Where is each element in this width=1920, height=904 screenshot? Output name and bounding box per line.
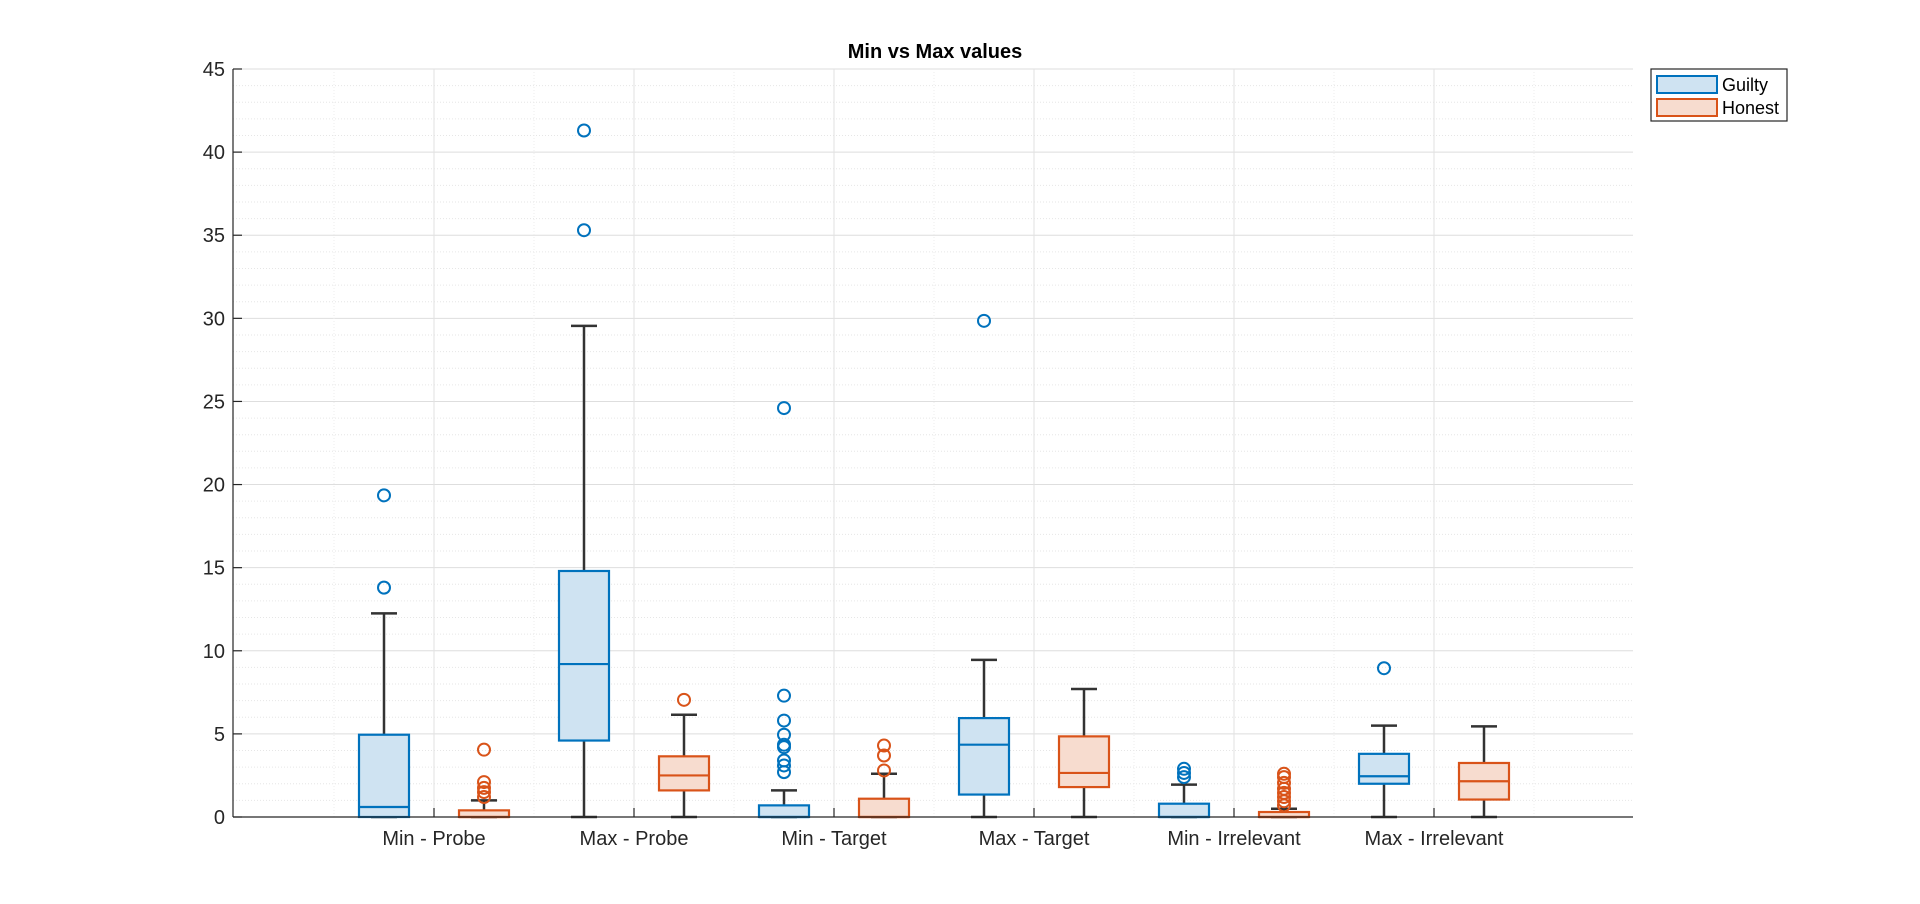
outlier-point — [477, 775, 491, 790]
outlier-point — [777, 713, 791, 728]
outlier-point — [1377, 661, 1391, 676]
box-iqr — [357, 733, 411, 819]
outlier-point — [877, 763, 891, 778]
box-honest-5 — [1457, 725, 1511, 819]
grid-layer — [233, 68, 1633, 818]
box-iqr — [657, 755, 711, 792]
box-iqr — [757, 804, 811, 819]
outlier-point — [777, 688, 791, 703]
y-tick-label: 40 — [203, 142, 225, 164]
outlier-point — [777, 753, 791, 768]
outlier-point — [777, 727, 791, 742]
outlier-point — [877, 748, 891, 763]
legend-swatch-guilty — [1656, 75, 1718, 94]
y-tick-label: 0 — [214, 807, 225, 829]
outlier-point — [1177, 761, 1191, 776]
y-tick-label: 30 — [203, 308, 225, 330]
box-guilty-3 — [957, 313, 1011, 819]
outlier-point — [477, 742, 491, 757]
box-guilty-0 — [357, 488, 411, 819]
outlier-point — [1177, 765, 1191, 780]
outlier-point — [1277, 775, 1291, 790]
y-tick-label: 20 — [203, 475, 225, 497]
chart-title: Min vs Max values — [848, 41, 1023, 63]
outlier-point — [1277, 790, 1291, 805]
outlier-point — [377, 580, 391, 595]
y-tick-label: 45 — [203, 59, 225, 81]
outlier-point — [777, 401, 791, 416]
y-tick-label: 25 — [203, 391, 225, 413]
outlier-point — [877, 738, 891, 753]
y-tick-label: 15 — [203, 558, 225, 580]
box-iqr — [957, 716, 1011, 796]
box-iqr — [857, 797, 911, 819]
x-tick-label: Max - Target — [979, 828, 1090, 850]
outlier-point — [477, 780, 491, 795]
box-honest-1 — [657, 692, 711, 819]
box-iqr — [557, 569, 611, 742]
outlier-point — [1277, 766, 1291, 781]
x-tick-label: Min - Target — [781, 828, 887, 850]
box-iqr — [1057, 735, 1111, 789]
outlier-point — [777, 758, 791, 773]
legend-label-guilty: Guilty — [1722, 75, 1768, 95]
y-tick-label: 35 — [203, 225, 225, 247]
outlier-point — [1177, 770, 1191, 785]
x-tick-label: Max - Probe — [580, 828, 689, 850]
y-tick-label: 10 — [203, 641, 225, 663]
outlier-point — [977, 313, 991, 328]
y-tick-label: 5 — [214, 724, 225, 746]
box-layer — [357, 123, 1511, 819]
box-guilty-1 — [557, 123, 611, 819]
outlier-point — [777, 737, 791, 752]
legend: Guilty Honest — [1650, 68, 1788, 122]
box-guilty-5 — [1357, 661, 1411, 819]
outlier-point — [477, 785, 491, 800]
outlier-point — [1277, 785, 1291, 800]
plot-area — [233, 69, 1633, 817]
outlier-point — [577, 223, 591, 238]
x-tick-label: Min - Irrelevant — [1167, 828, 1301, 850]
box-iqr — [1357, 752, 1411, 785]
axis-layer: 0 5 10 15 20 25 30 35 40 45 Min - Probe Max - Probe… — [203, 59, 1633, 850]
outlier-point — [477, 790, 491, 805]
x-tick-label: Min - Probe — [382, 828, 485, 850]
outlier-point — [677, 692, 691, 707]
outlier-point — [377, 488, 391, 503]
box-iqr — [1157, 802, 1211, 819]
legend-swatch-honest — [1656, 98, 1718, 117]
legend-label-honest: Honest — [1722, 98, 1779, 118]
outlier-point — [577, 123, 591, 138]
x-tick-label: Max - Irrelevant — [1365, 828, 1504, 850]
